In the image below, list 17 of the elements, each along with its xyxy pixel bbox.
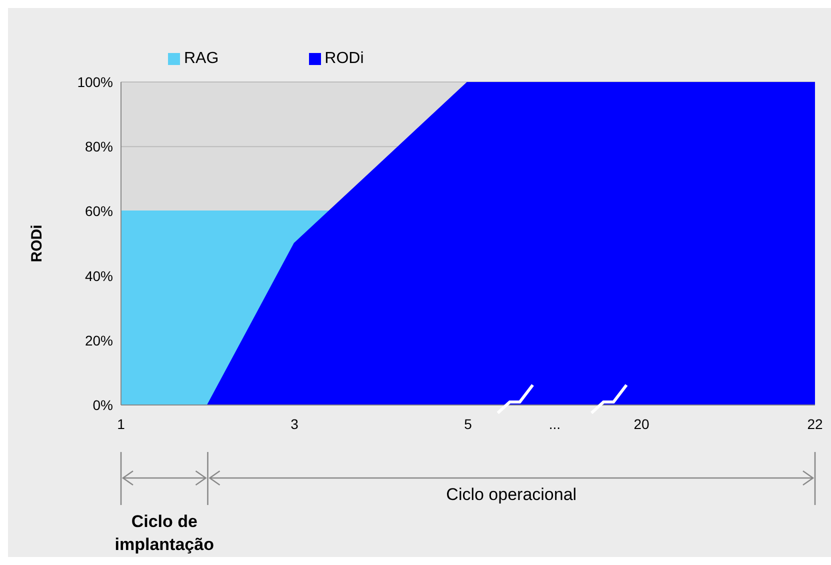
legend-label: RAG: [184, 50, 219, 67]
y-tick-label: 40%: [84, 268, 113, 284]
legend-label: RODi: [324, 50, 364, 67]
y-axis-title: RODi: [28, 224, 46, 262]
y-tick-label: 100%: [77, 74, 113, 90]
x-tick-label: 3: [290, 416, 299, 432]
x-tick-label: ...: [548, 416, 561, 432]
x-tick-label: 22: [807, 416, 823, 432]
x-tick-label: 20: [634, 416, 650, 432]
x-tick-label: 5: [464, 416, 472, 432]
x-tick-label: 1: [117, 416, 126, 432]
y-tick-label: 60%: [84, 203, 113, 220]
text: Ciclo operacional: [445, 485, 578, 505]
text: Ciclo de implantação: [114, 511, 215, 556]
y-tick-label: 0%: [92, 396, 113, 413]
y-tick-label: 20%: [84, 332, 113, 348]
y-tick-label: 80%: [84, 138, 113, 155]
